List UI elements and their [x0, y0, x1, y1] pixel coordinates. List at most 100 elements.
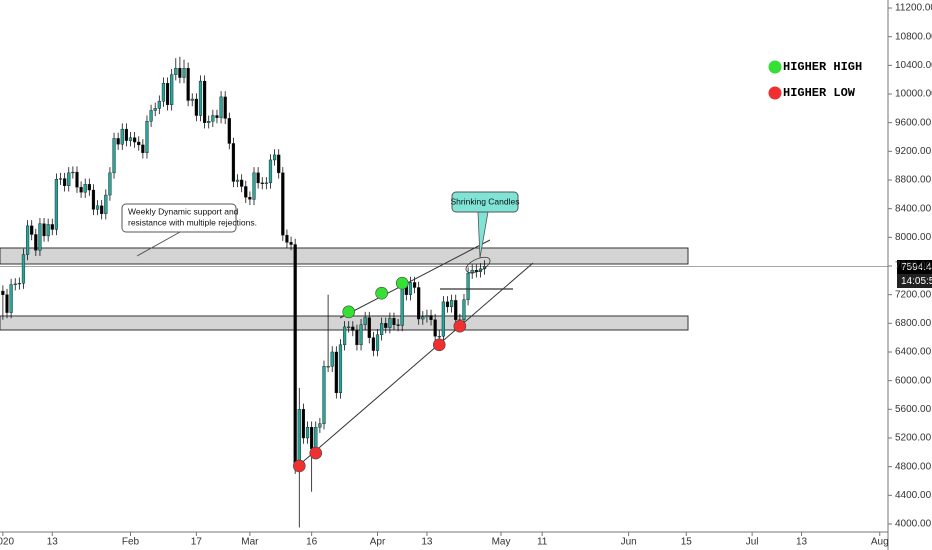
candle-body [87, 184, 91, 191]
candle-body [466, 272, 470, 300]
candle-body [322, 366, 326, 424]
candle-body [83, 184, 87, 193]
marker [292, 459, 306, 473]
candle-body [281, 172, 285, 236]
candle-body [268, 159, 273, 184]
candle-body [71, 171, 75, 174]
candle-body [285, 234, 289, 243]
candle-body [318, 423, 322, 428]
candle-body [190, 98, 194, 101]
legend-label: HIGHER LOW [783, 86, 856, 100]
candle-body [161, 83, 166, 102]
candle-body [165, 83, 170, 105]
candle-body [25, 225, 30, 255]
marker [309, 446, 323, 460]
candle-body [445, 301, 450, 308]
callout-pointer [136, 231, 181, 257]
x-tick-label: Feb [122, 537, 140, 548]
x-tick-label: Aug [871, 537, 889, 548]
candle-body [392, 318, 396, 325]
candle-body [277, 154, 281, 174]
x-tick-label: 13 [796, 537, 808, 548]
y-tick-label: 9600.00 [895, 117, 932, 128]
y-tick-label: 5600.00 [895, 404, 932, 415]
y-tick-label: 4400.00 [895, 490, 932, 501]
x-tick-label: 13 [421, 537, 433, 548]
y-tick-label: 5200.00 [895, 433, 932, 444]
candle-body [297, 409, 301, 464]
candle-body [141, 144, 145, 153]
candle-body [34, 234, 38, 251]
candle-body [38, 223, 42, 251]
candle-body [223, 96, 227, 119]
candle-body [108, 172, 112, 196]
candle-body [305, 427, 310, 439]
x-tick-label: 15 [681, 537, 693, 548]
candle-body [157, 100, 161, 109]
candle-body [54, 179, 59, 230]
candle-body [100, 205, 104, 214]
candle-body [264, 182, 268, 184]
marker [432, 338, 446, 352]
candle-body [198, 80, 203, 116]
x-tick-label: Apr [370, 537, 386, 548]
candle-body [219, 96, 223, 118]
callout-box [121, 203, 237, 233]
candle-body [359, 324, 363, 346]
candle-body [363, 317, 367, 325]
candle-body [128, 137, 133, 141]
candle-body [412, 282, 417, 288]
candle-body [482, 266, 487, 270]
marker [375, 286, 388, 300]
candle-body [293, 244, 297, 464]
candle-body [227, 118, 231, 144]
x-tick-label: Jul [746, 537, 759, 548]
x-tick-label: May [492, 537, 511, 548]
candle-body [367, 317, 371, 338]
candle-body [396, 324, 400, 326]
candle-body [454, 300, 458, 320]
y-tick-label: 8400.00 [895, 203, 932, 214]
candle-body [289, 242, 293, 245]
candle-body [425, 315, 429, 318]
legend-swatch [768, 60, 782, 74]
price-label-bg [897, 260, 932, 274]
y-tick-label: 8000.00 [895, 232, 932, 243]
candle-body [244, 186, 248, 198]
candle-body [21, 254, 26, 284]
y-tick-label: 7600.00 [895, 261, 932, 272]
candle-body [75, 171, 79, 188]
marker [453, 319, 467, 333]
candle-body [203, 80, 207, 123]
candle-body [429, 315, 433, 320]
x-tick-label: 13 [47, 537, 59, 548]
countdown-bg [897, 274, 932, 288]
candle-body [347, 326, 351, 328]
candle-body [133, 137, 137, 143]
callout-text: resistance with multiple rejections. [128, 217, 257, 227]
candle-body [433, 319, 437, 337]
candle-body [79, 186, 83, 193]
candle-body [9, 284, 13, 313]
x-tick-label: Mar [241, 537, 259, 548]
legend-label: HIGHER HIGH [783, 60, 862, 74]
candle-body [260, 182, 264, 184]
candle-body [116, 138, 120, 145]
candle-body [470, 270, 474, 274]
x-tick-label: 2020 [0, 537, 14, 548]
y-tick-label: 8800.00 [895, 175, 932, 186]
candle-body [256, 172, 260, 184]
candle-body [1, 290, 5, 295]
candle-body [63, 178, 67, 186]
plot [0, 56, 888, 528]
candle-body [326, 366, 330, 368]
candle-body [137, 141, 141, 146]
candle-body [408, 282, 413, 295]
candle-body [388, 318, 392, 328]
y-tick-label: 6800.00 [895, 318, 932, 329]
candle-body [375, 334, 380, 351]
candle-body [380, 323, 384, 335]
legend-swatch [768, 86, 782, 100]
candle-body [421, 316, 425, 320]
